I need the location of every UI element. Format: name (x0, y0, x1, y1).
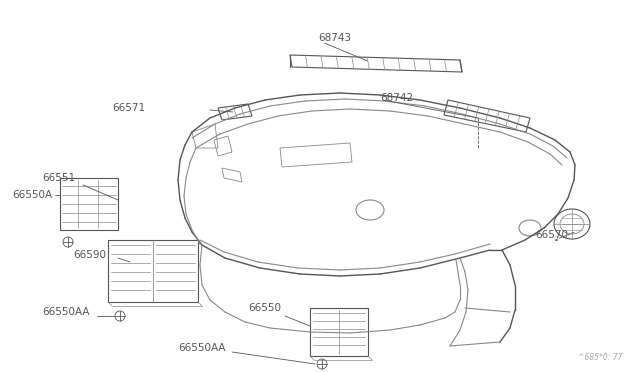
Text: 66550: 66550 (248, 303, 281, 313)
Text: 66570: 66570 (535, 230, 568, 240)
Text: 66550AA: 66550AA (178, 343, 225, 353)
Text: ^685*0: 77: ^685*0: 77 (577, 353, 622, 362)
Text: 66590: 66590 (73, 250, 106, 260)
Text: 66571: 66571 (112, 103, 145, 113)
Text: 66550AA: 66550AA (42, 307, 90, 317)
Text: 68743: 68743 (318, 33, 351, 43)
Text: 66550A: 66550A (12, 190, 52, 200)
Text: 66551: 66551 (42, 173, 75, 183)
Text: 68742: 68742 (380, 93, 413, 103)
